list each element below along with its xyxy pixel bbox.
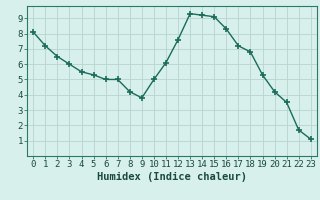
X-axis label: Humidex (Indice chaleur): Humidex (Indice chaleur) [97, 172, 247, 182]
